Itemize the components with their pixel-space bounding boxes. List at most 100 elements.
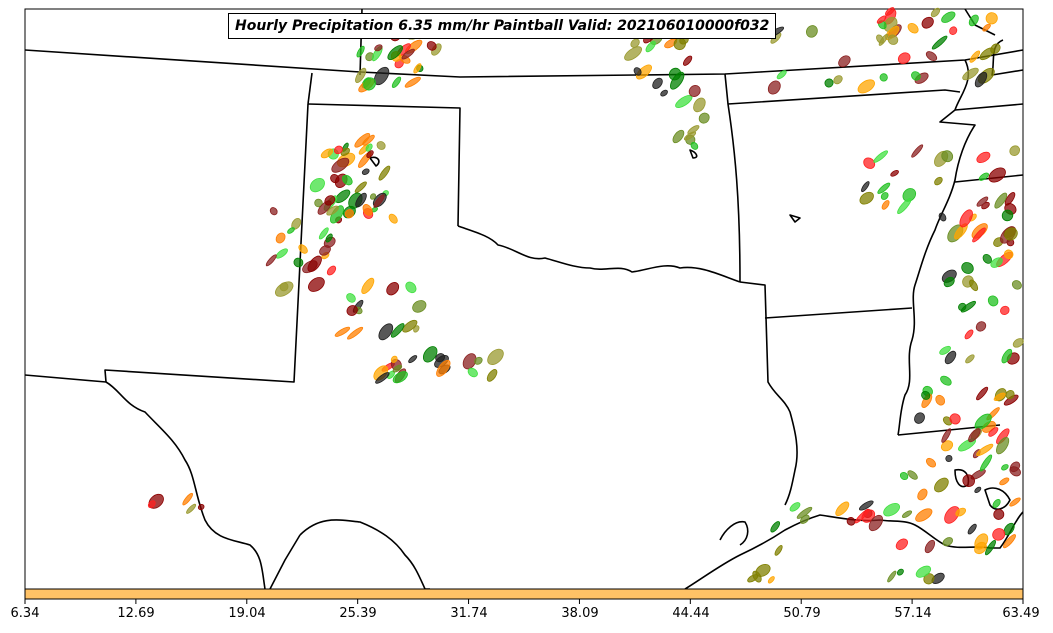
precipitation-paintball [883, 503, 900, 517]
precipitation-paintball [767, 80, 781, 95]
precipitation-paintball [824, 78, 834, 88]
precipitation-paintball [885, 7, 895, 16]
precipitation-paintball [324, 195, 336, 206]
precipitation-paintball [887, 34, 899, 45]
precipitation-paintball [147, 500, 156, 509]
small-lake [789, 214, 801, 223]
precipitation-paintball [318, 227, 329, 240]
precipitation-paintball [968, 428, 981, 443]
precipitation-paintball [347, 326, 364, 340]
precipitation-paintball [365, 143, 373, 152]
colorbar-tick-label: 12.69 [117, 606, 155, 621]
precipitation-paintball [934, 477, 949, 493]
precipitation-paintball [624, 46, 643, 61]
precipitation-paintball [404, 76, 421, 88]
precipitation-paintball [436, 359, 451, 377]
precipitation-paintball [979, 454, 993, 472]
border-mexico-interior [24, 374, 107, 383]
colorbar-tick-label: 44.44 [672, 606, 710, 621]
precipitation-paintball [854, 508, 870, 524]
precipitation-paintball [969, 50, 981, 63]
precipitation-paintball [999, 477, 1010, 486]
colorbar-tick-label: 25.39 [339, 606, 377, 621]
precipitation-paintball [941, 428, 952, 443]
precipitation-paintball [990, 257, 1003, 268]
precipitation-paintball [915, 565, 932, 578]
precipitation-paintball [1000, 305, 1010, 315]
precipitation-paintball [859, 191, 874, 205]
precipitation-paintball [901, 510, 913, 518]
precipitation-paintball [355, 192, 367, 208]
lake-meredith [369, 156, 380, 167]
precipitation-paintball [687, 125, 700, 135]
precipitation-paintball [387, 45, 403, 61]
precipitation-paintball [959, 209, 973, 228]
precipitation-paintball [987, 295, 999, 307]
precipitation-paintball [690, 141, 699, 150]
precipitation-paintball [633, 67, 642, 76]
border-arkansas-louisiana [764, 307, 913, 319]
precipitation-paintball [974, 413, 992, 430]
precipitation-paintball [361, 277, 375, 295]
precipitation-paintball [863, 157, 876, 169]
precipitation-paintball [931, 35, 948, 50]
precipitation-paintball [887, 570, 897, 583]
precipitation-paintball [375, 372, 390, 384]
precipitation-paintball [969, 279, 979, 292]
precipitation-paintball [806, 25, 818, 38]
precipitation-paintball [881, 200, 890, 210]
colorbar-tick-label: 31.74 [450, 606, 488, 621]
precipitation-paintball [930, 7, 941, 18]
precipitation-paintball [890, 169, 899, 177]
precipitation-paintball [967, 523, 977, 535]
precipitation-paintball [474, 356, 483, 365]
precipitation-paintball [334, 326, 351, 337]
precipitation-paintball [652, 77, 663, 90]
precipitation-paintball [942, 537, 953, 547]
precipitation-paintball [361, 168, 370, 175]
precipitation-paintball [939, 345, 951, 355]
precipitation-paintball [961, 262, 974, 274]
precipitation-paintball [405, 281, 417, 294]
precipitation-paintball [770, 521, 781, 533]
precipitation-paintball [985, 539, 996, 556]
louisiana-delta [984, 487, 1011, 510]
precipitation-paintball [873, 150, 889, 163]
precipitation-paintball [422, 346, 438, 363]
precipitation-paintball [401, 48, 415, 60]
precipitation-paintball [962, 474, 975, 488]
precipitation-paintball [366, 150, 374, 158]
precipitation-paintball [1004, 227, 1018, 241]
precipitation-paintball [1004, 192, 1016, 206]
precipitation-paintball [391, 76, 402, 89]
precipitation-paintball [682, 55, 693, 66]
border-rio-grande [105, 381, 266, 590]
precipitation-paintball [915, 508, 933, 522]
precipitation-paintball [996, 436, 1010, 455]
precipitation-paintball [378, 165, 391, 181]
precipitation-paintball [976, 151, 991, 164]
precipitation-paintball [897, 52, 911, 64]
precipitation-paintball [846, 517, 856, 526]
precipitation-paintball [186, 503, 197, 514]
precipitation-paintball [976, 196, 989, 207]
precipitation-paintball [774, 545, 783, 556]
precipitation-paintball [346, 293, 356, 303]
precipitation-paintball [974, 71, 988, 88]
precipitation-paintball [935, 394, 946, 406]
precipitation-paintball [972, 227, 986, 243]
precipitation-paintball [945, 454, 953, 463]
precipitation-paintball [994, 192, 1008, 209]
colorbar-tick-label: 6.34 [10, 606, 40, 621]
precipitation-paintball [776, 70, 787, 80]
precipitation-paintball [668, 67, 682, 81]
colorbar-tick-label: 57.14 [894, 606, 932, 621]
precipitation-paintball [896, 568, 904, 576]
precipitation-paintball [688, 85, 701, 97]
colorbar-tick-label: 50.79 [783, 606, 821, 621]
border-oklahoma-panhandle [307, 103, 461, 227]
precipitation-paintball [287, 227, 295, 234]
precipitation-paintball [861, 181, 870, 193]
precipitation-paintball [911, 71, 921, 81]
